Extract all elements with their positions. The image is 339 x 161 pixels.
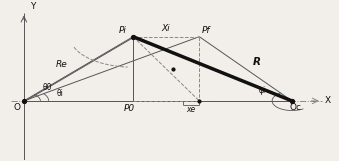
- Text: θi: θi: [57, 89, 64, 98]
- Text: Pi: Pi: [119, 26, 127, 35]
- Text: R: R: [253, 57, 261, 67]
- Text: P0: P0: [124, 104, 135, 114]
- Text: Oc: Oc: [289, 103, 301, 112]
- Text: xe: xe: [186, 105, 196, 114]
- Text: θ0: θ0: [42, 83, 52, 92]
- Text: Re: Re: [56, 60, 68, 69]
- Text: X: X: [325, 96, 331, 105]
- Text: O: O: [14, 103, 21, 112]
- Text: Y: Y: [30, 2, 35, 11]
- Text: ψi: ψi: [259, 86, 266, 95]
- Text: Pf: Pf: [202, 26, 210, 35]
- Text: Xi: Xi: [162, 24, 171, 33]
